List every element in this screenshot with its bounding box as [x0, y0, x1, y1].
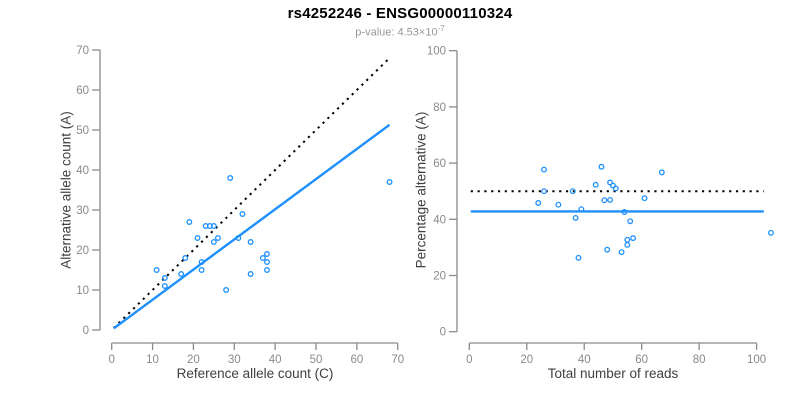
- p-value-text: p-value: 4.53×10: [355, 26, 438, 39]
- left-plot-y-axis-label: Alternative allele count (A): [58, 111, 74, 269]
- right-plot-y-axis-label: Percentage alternative (A): [413, 111, 429, 269]
- data-point: [601, 197, 608, 204]
- x-tick-label: 20: [187, 354, 200, 366]
- data-point: [618, 249, 625, 256]
- identity-line: [113, 59, 389, 329]
- x-tick-label: 0: [466, 354, 472, 366]
- x-tick-label: 10: [146, 354, 159, 366]
- data-point: [569, 188, 576, 195]
- data-point: [194, 235, 201, 241]
- data-point: [247, 271, 254, 277]
- y-tick-label: 100: [427, 46, 446, 58]
- right-plot-x-axis-label: Total number of reads: [547, 366, 679, 381]
- data-point: [598, 163, 605, 170]
- chart-title: rs4252246 - ENSG00000110324: [287, 5, 513, 22]
- x-tick-label: 80: [693, 354, 706, 366]
- data-point: [541, 188, 547, 195]
- data-point: [604, 246, 611, 253]
- left-plot-x-axis-label: Reference allele count (C): [176, 366, 334, 381]
- x-tick-label: 40: [269, 354, 282, 366]
- x-tick-label: 0: [108, 354, 114, 366]
- data-point: [153, 267, 160, 273]
- data-point: [264, 267, 270, 273]
- data-point: [182, 255, 189, 261]
- data-point: [621, 209, 628, 215]
- x-tick-label: 100: [747, 354, 766, 366]
- x-tick-label: 40: [578, 354, 591, 366]
- data-point: [768, 229, 774, 236]
- data-point: [198, 267, 205, 273]
- y-tick-label: 20: [76, 245, 89, 257]
- x-tick-label: 70: [391, 354, 404, 366]
- data-point: [592, 181, 599, 188]
- data-point: [227, 175, 234, 181]
- data-point: [264, 251, 270, 257]
- data-point: [555, 201, 562, 208]
- data-point: [223, 287, 230, 293]
- y-tick-label: 60: [76, 85, 89, 97]
- data-point: [575, 254, 582, 261]
- data-point: [624, 236, 631, 243]
- y-tick-label: 30: [76, 205, 89, 217]
- data-point: [235, 235, 242, 241]
- data-point: [541, 166, 547, 173]
- x-tick-label: 30: [228, 354, 241, 366]
- data-point: [214, 235, 221, 241]
- data-point: [239, 211, 246, 217]
- y-tick-label: 0: [440, 327, 446, 339]
- data-point: [572, 214, 579, 221]
- data-point: [161, 283, 168, 289]
- data-point: [386, 179, 393, 185]
- data-point: [607, 179, 614, 186]
- y-tick-label: 70: [76, 45, 89, 57]
- y-tick-label: 40: [433, 214, 446, 226]
- data-point: [210, 223, 217, 229]
- data-point: [264, 259, 270, 265]
- data-point: [178, 271, 185, 277]
- y-tick-label: 50: [76, 125, 89, 137]
- y-tick-label: 20: [433, 271, 446, 283]
- data-point: [612, 185, 619, 192]
- y-tick-label: 80: [433, 102, 446, 114]
- y-tick-label: 40: [76, 165, 89, 177]
- y-tick-label: 0: [83, 325, 89, 337]
- p-value-exponent: -7: [437, 24, 445, 33]
- x-tick-label: 20: [520, 354, 533, 366]
- x-tick-label: 50: [310, 354, 323, 366]
- x-tick-label: 60: [635, 354, 648, 366]
- data-point: [658, 169, 665, 176]
- fit-line: [113, 123, 391, 330]
- data-point: [630, 235, 637, 242]
- data-point: [210, 239, 217, 245]
- data-point: [624, 241, 631, 248]
- data-point: [161, 275, 168, 281]
- data-point: [247, 239, 254, 245]
- data-point: [607, 196, 614, 203]
- data-point: [535, 200, 542, 206]
- data-point: [641, 195, 648, 202]
- y-tick-label: 60: [433, 158, 446, 170]
- p-value-subtitle: p-value: 4.53×10-7: [0, 24, 800, 39]
- x-tick-label: 60: [350, 354, 363, 366]
- data-point: [198, 259, 205, 265]
- data-point: [186, 219, 193, 225]
- data-point: [627, 218, 634, 225]
- y-tick-label: 10: [76, 285, 89, 297]
- data-point: [259, 255, 266, 261]
- data-point: [578, 206, 585, 213]
